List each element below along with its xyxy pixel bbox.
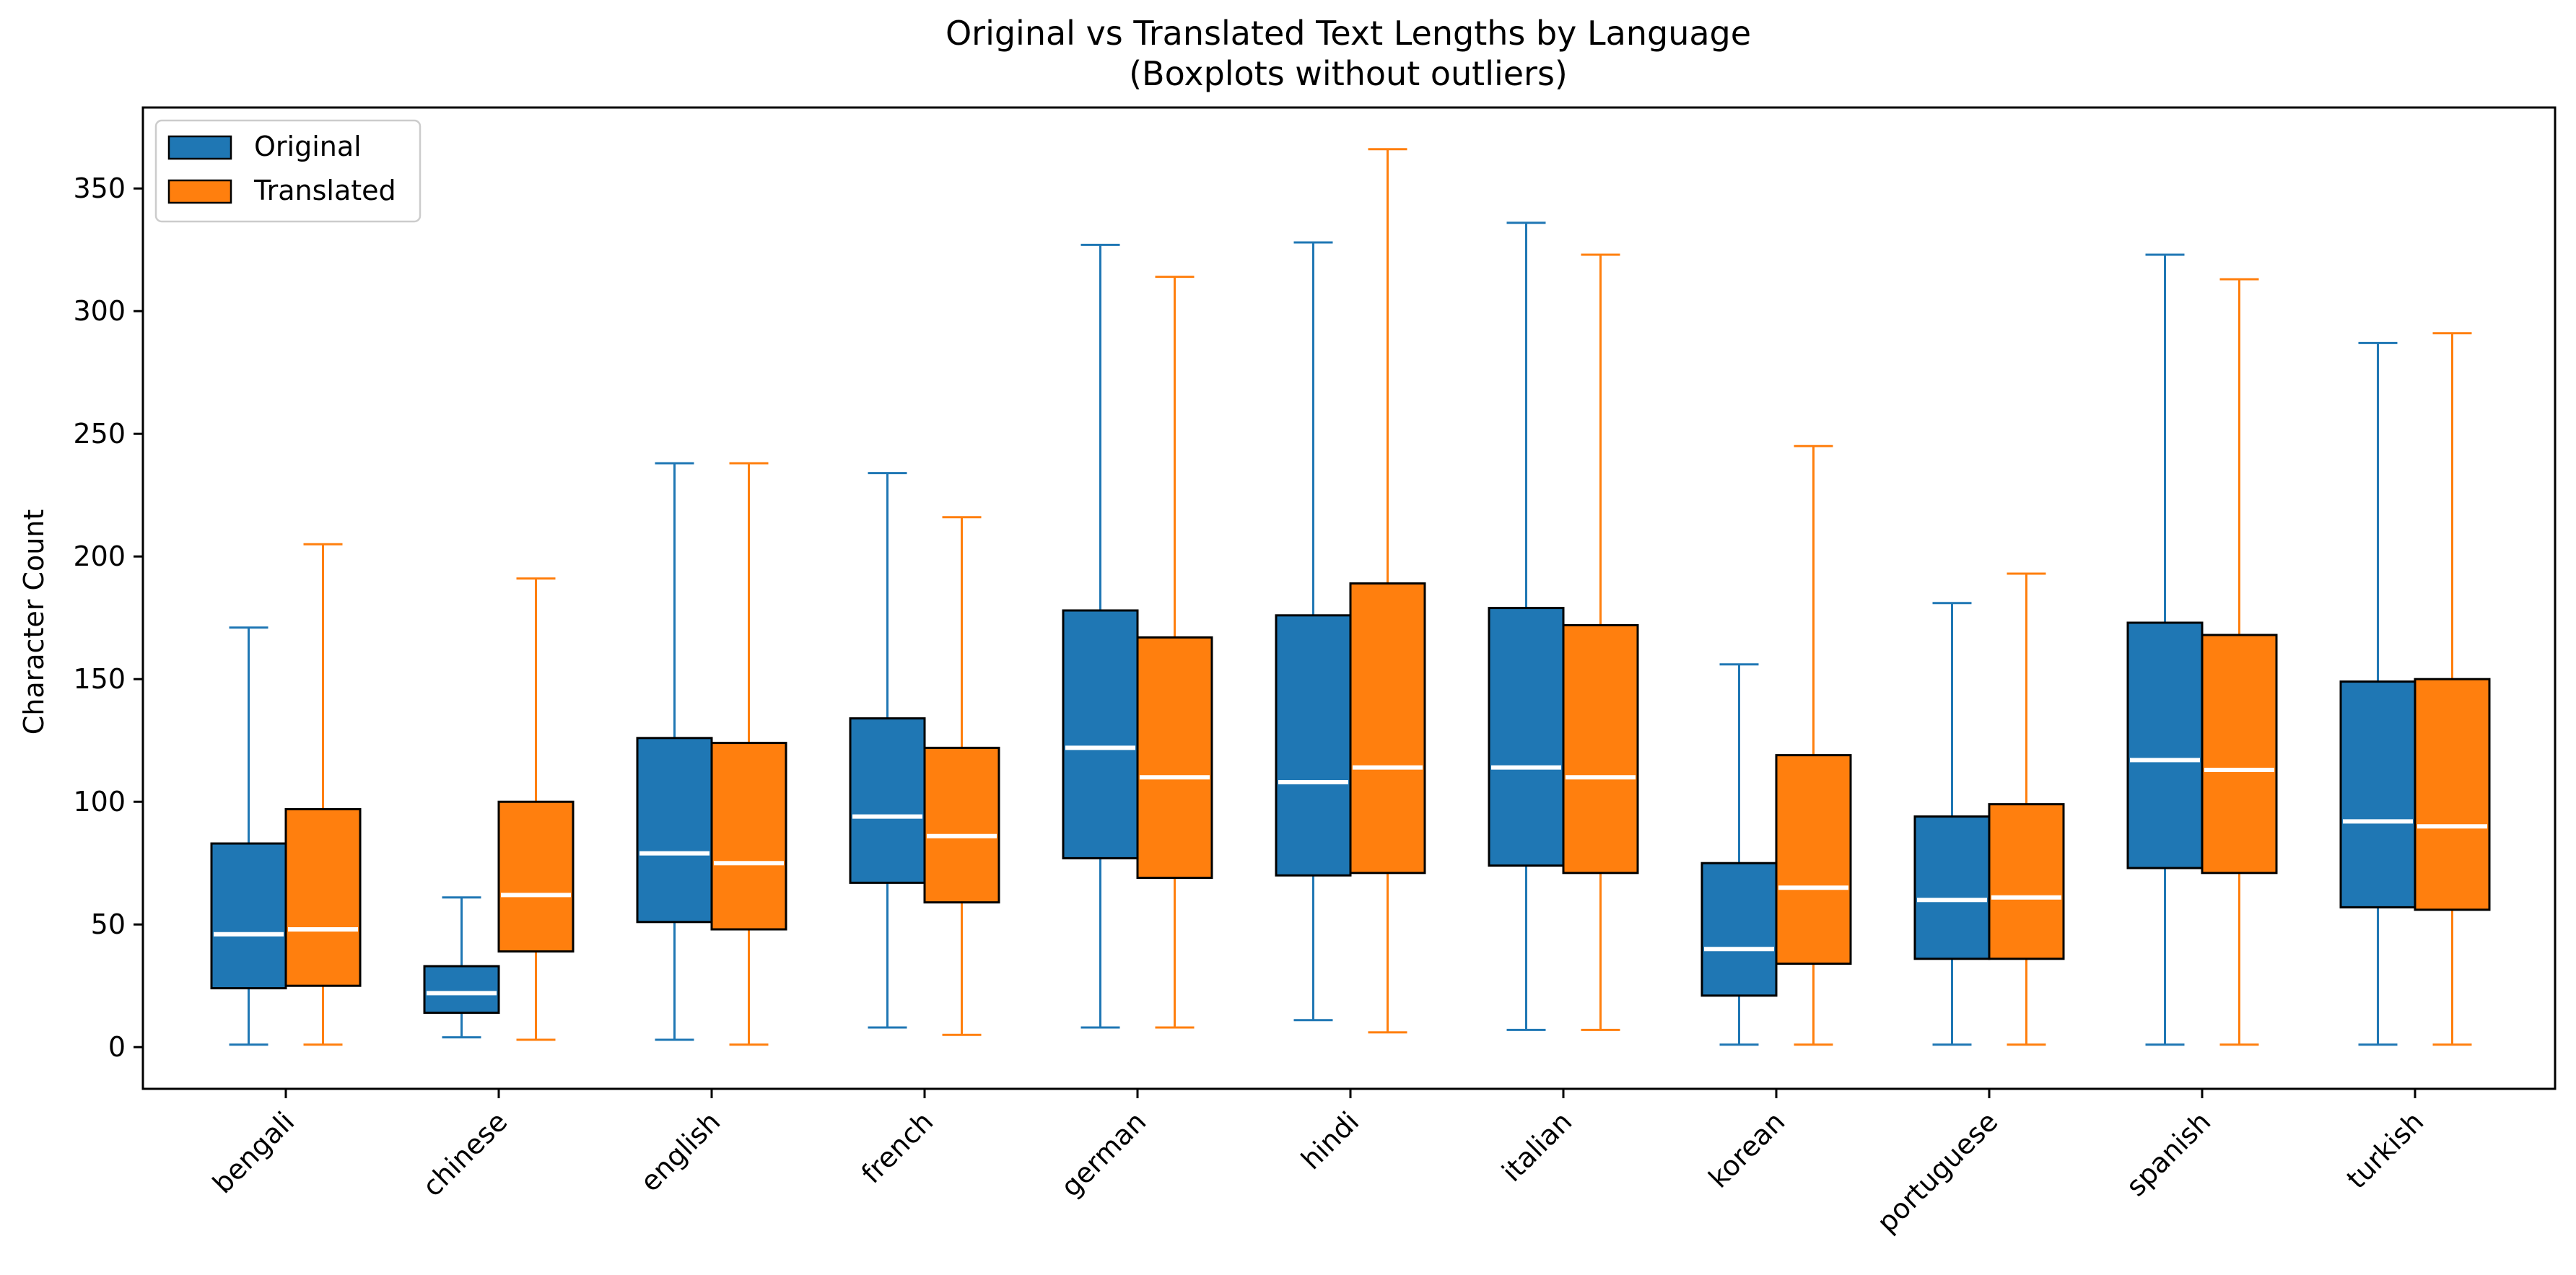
original-box xyxy=(1913,815,1991,960)
y-axis-label: Character Count xyxy=(18,509,50,735)
legend-label-original: Original xyxy=(254,131,362,162)
chart-subtitle: (Boxplots without outliers) xyxy=(1129,54,1568,93)
plot-frame xyxy=(141,106,2557,1090)
legend-swatch-original xyxy=(167,135,232,160)
legend-label-translated: Translated xyxy=(253,175,396,206)
original-box xyxy=(1275,614,1352,877)
original-box xyxy=(423,965,500,1015)
y-tick-label: 300 xyxy=(73,295,126,327)
y-tick-label: 0 xyxy=(108,1031,126,1063)
translated-box xyxy=(1988,803,2065,960)
legend-swatch-translated xyxy=(167,179,232,204)
translated-box xyxy=(1775,754,1852,965)
translated-box xyxy=(497,800,575,953)
translated-box xyxy=(710,742,787,931)
original-box xyxy=(2126,621,2204,869)
y-tick-label: 150 xyxy=(73,663,126,695)
original-box xyxy=(1488,607,1565,867)
original-box xyxy=(2339,680,2416,908)
original-box xyxy=(1700,862,1778,997)
translated-box xyxy=(2201,634,2278,875)
legend: Original Translated xyxy=(154,119,422,223)
original-box xyxy=(636,737,713,924)
original-box xyxy=(1062,609,1139,859)
translated-box xyxy=(1136,636,1213,880)
original-box xyxy=(849,717,926,884)
y-tick-label: 200 xyxy=(73,540,126,572)
y-tick-label: 50 xyxy=(91,908,126,940)
y-tick-label: 350 xyxy=(73,172,126,204)
translated-box xyxy=(1349,582,1426,875)
translated-box xyxy=(284,807,362,987)
translated-box xyxy=(1562,623,1639,875)
chart-title: Original vs Translated Text Lengths by L… xyxy=(946,14,1751,53)
original-box xyxy=(210,842,287,990)
translated-box xyxy=(2414,678,2491,911)
y-tick-label: 250 xyxy=(73,418,126,450)
y-tick-label: 100 xyxy=(73,786,126,818)
translated-box xyxy=(923,746,1000,904)
